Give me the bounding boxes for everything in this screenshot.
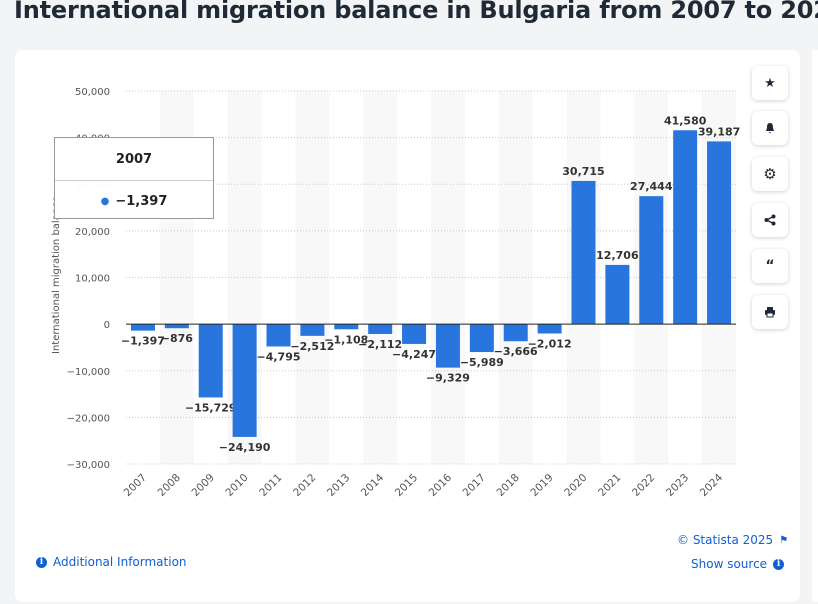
data-label: 39,187 (698, 125, 740, 138)
x-tick-label: 2012 (291, 472, 318, 499)
x-tick-label: 2011 (257, 472, 284, 499)
bar (368, 324, 393, 334)
notification-button[interactable] (752, 111, 788, 145)
data-label: −5,989 (460, 356, 504, 369)
bar (639, 196, 664, 325)
column-band (498, 91, 533, 464)
x-tick-label: 2013 (325, 472, 352, 499)
x-tick-label: 2014 (359, 471, 387, 499)
info-icon: i (36, 556, 47, 568)
bar (707, 141, 732, 325)
x-tick-label: 2017 (461, 472, 488, 499)
y-tick-label: 0 (104, 320, 110, 331)
x-tick-label: 2019 (528, 472, 555, 499)
adjacent-panel (812, 50, 818, 602)
x-tick-label: 2022 (630, 472, 657, 499)
data-label: −2,112 (358, 338, 402, 351)
bar (469, 324, 494, 353)
data-label: −9,329 (426, 372, 470, 385)
show-source-text: Show source (691, 557, 768, 571)
flag-icon: ⚑ (779, 534, 789, 546)
x-tick-label: 2015 (393, 472, 420, 499)
column-band (363, 91, 398, 464)
tooltip-year: 2007 (55, 138, 213, 181)
share-icon (764, 214, 776, 226)
star-icon: ★ (764, 75, 776, 91)
data-label: 41,580 (664, 114, 707, 127)
bar (673, 130, 698, 325)
bar (537, 324, 562, 334)
x-tick-label: 2024 (698, 471, 726, 499)
x-tick-label: 2009 (189, 472, 216, 499)
y-tick-label: −30,000 (67, 460, 110, 471)
print-button[interactable] (752, 295, 788, 329)
bar (435, 324, 460, 368)
bar (300, 324, 325, 336)
print-icon (765, 307, 775, 318)
x-tick-label: 2007 (122, 472, 149, 499)
x-tick-label: 2023 (664, 472, 691, 499)
tooltip-value: −1,397 (115, 193, 168, 209)
x-tick-label: 2020 (562, 472, 589, 499)
bell-icon (766, 123, 774, 134)
gear-icon: ⚙ (763, 165, 777, 183)
bar (503, 324, 528, 342)
data-label: −1,397 (121, 335, 165, 348)
data-label: −4,795 (256, 350, 300, 363)
cite-button[interactable]: “ (752, 249, 788, 283)
data-label: −3,666 (494, 345, 538, 358)
data-label: −2,512 (290, 340, 334, 353)
data-label: −24,190 (219, 441, 271, 454)
data-label: −15,729 (185, 401, 237, 414)
show-source-link[interactable]: Show source i (691, 557, 785, 571)
additional-information-link[interactable]: i Additional Information (36, 555, 187, 569)
y-tick-label: 50,000 (75, 87, 110, 98)
x-tick-label: 2016 (427, 471, 455, 499)
data-label: −1,108 (324, 333, 368, 346)
series-dot-icon: ● (100, 195, 110, 207)
x-tick-label: 2008 (156, 472, 183, 499)
bar (334, 324, 359, 330)
favorite-button[interactable]: ★ (752, 66, 788, 100)
copyright-link[interactable]: © Statista 2025 ⚑ (677, 533, 788, 547)
additional-information-text: Additional Information (53, 555, 187, 569)
data-label: 12,706 (596, 249, 639, 262)
bar (605, 264, 630, 325)
settings-button[interactable]: ⚙ (752, 157, 788, 191)
quote-icon: “ (765, 258, 775, 274)
bar (266, 324, 291, 347)
data-label: −876 (161, 332, 194, 345)
page-title: International migration balance in Bulga… (14, 0, 818, 24)
share-button[interactable] (752, 203, 788, 237)
data-label: −2,012 (528, 338, 572, 351)
y-axis-label: International migration balance (51, 196, 62, 354)
tooltip: 2007 ● −1,397 (54, 137, 214, 219)
data-label: −4,247 (392, 348, 436, 361)
y-tick-label: −10,000 (67, 367, 110, 378)
data-label: 30,715 (562, 165, 604, 178)
bar (402, 324, 427, 344)
y-tick-label: 10,000 (75, 274, 110, 285)
x-tick-label: 2021 (596, 472, 623, 499)
info-icon: i (773, 558, 785, 570)
x-tick-label: 2018 (494, 472, 521, 499)
copyright-text: © Statista 2025 (677, 533, 774, 547)
bar (198, 324, 223, 398)
data-label: 27,444 (630, 180, 673, 193)
bar (164, 324, 189, 329)
y-tick-label: −20,000 (67, 413, 110, 424)
bar (130, 324, 155, 331)
bar (571, 180, 596, 325)
x-tick-label: 2010 (223, 472, 250, 499)
y-tick-label: 20,000 (75, 227, 110, 238)
bar (232, 324, 257, 437)
